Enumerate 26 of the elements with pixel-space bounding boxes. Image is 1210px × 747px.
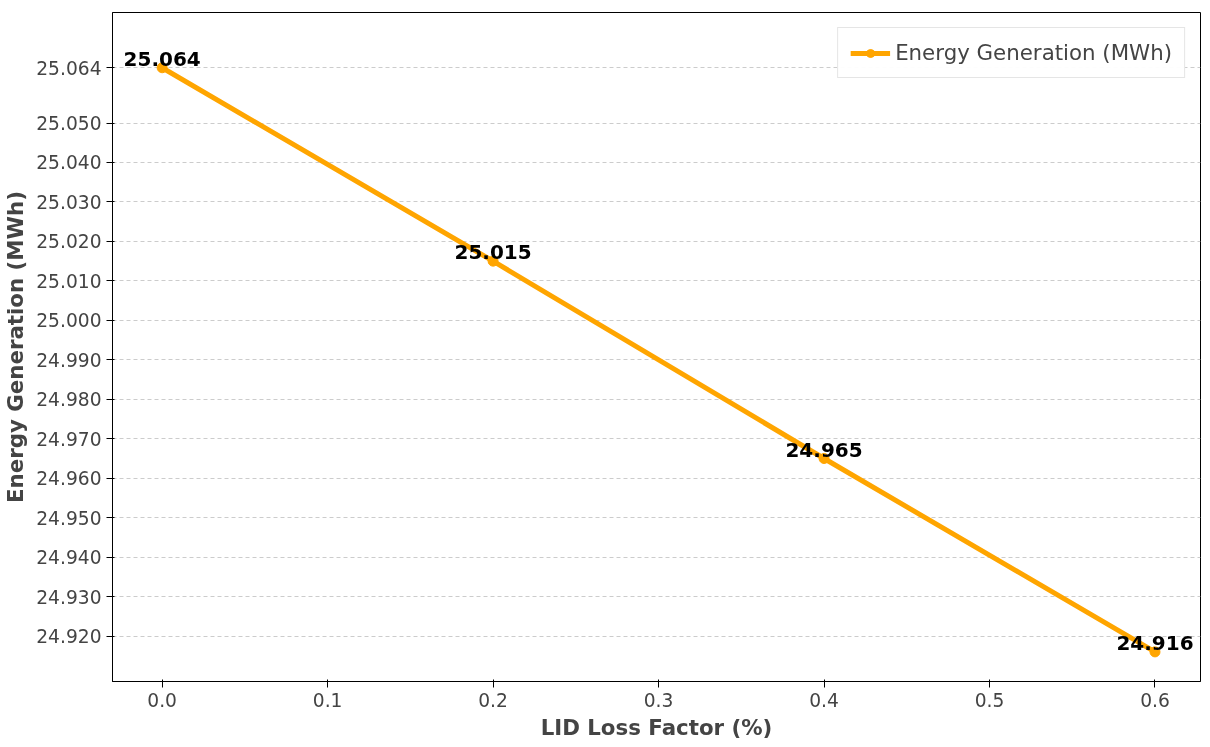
y-tick-label: 24.970 bbox=[36, 428, 102, 450]
x-tick-label: 0.2 bbox=[478, 689, 508, 711]
y-tick-label: 25.010 bbox=[36, 270, 102, 292]
data-label: 25.064 bbox=[123, 46, 201, 71]
y-tick-label: 25.040 bbox=[36, 152, 102, 174]
y-tick-label: 25.020 bbox=[36, 231, 102, 253]
y-tick-label: 25.000 bbox=[36, 310, 102, 332]
y-tick-label: 24.930 bbox=[36, 586, 102, 608]
y-tick-label: 24.980 bbox=[36, 389, 102, 411]
y-tick-label: 24.940 bbox=[36, 547, 102, 569]
y-axis-title: Energy Generation (MWh) bbox=[3, 190, 29, 504]
x-tick-label: 0.0 bbox=[147, 689, 177, 711]
y-tick-label: 24.950 bbox=[36, 507, 102, 529]
y-tick-label: 25.050 bbox=[36, 113, 102, 135]
x-tick-label: 0.6 bbox=[1140, 689, 1170, 711]
legend-label: Energy Generation (MWh) bbox=[895, 40, 1172, 65]
x-tick-label: 0.1 bbox=[312, 689, 343, 711]
x-axis-title: LID Loss Factor (%) bbox=[540, 714, 773, 740]
y-tick-label: 24.920 bbox=[36, 626, 102, 648]
y-tick-label: 25.030 bbox=[36, 191, 102, 213]
x-tick-label: 0.5 bbox=[974, 689, 1005, 711]
x-tick-label: 0.4 bbox=[809, 689, 839, 711]
y-tick-label: 24.990 bbox=[36, 349, 102, 371]
y-tick-label: 24.960 bbox=[36, 468, 102, 490]
x-tick-label: 0.3 bbox=[643, 689, 674, 711]
y-tick-label: 25.064 bbox=[36, 57, 102, 79]
